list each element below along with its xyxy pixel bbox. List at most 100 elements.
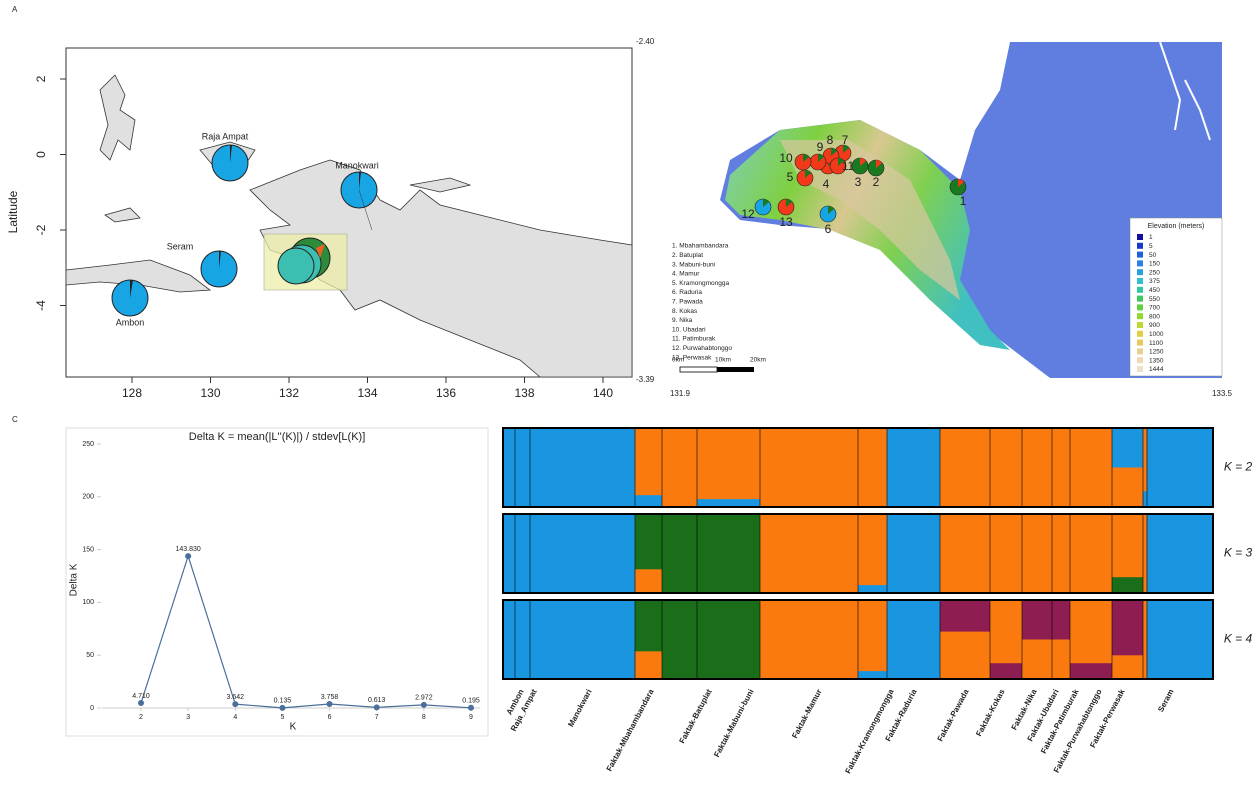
site-number: 6	[825, 222, 832, 236]
population-label: Faktak-Mabuni-buni	[712, 688, 755, 759]
structure-block	[1052, 639, 1070, 679]
site-list-item: 2. Batuplat	[672, 252, 703, 259]
structure-block	[887, 514, 940, 593]
legend-swatch	[1137, 260, 1143, 267]
pie-wedge	[838, 158, 844, 166]
point	[420, 701, 427, 708]
structure-block	[1143, 600, 1147, 679]
structure-block	[503, 600, 515, 679]
value-label: 3.758	[321, 694, 339, 701]
k-label: K = 4	[1224, 632, 1253, 646]
pie-wedge	[860, 158, 866, 166]
structure-frame	[502, 427, 1214, 508]
x-tick-label: 3	[186, 714, 190, 721]
x-tick-label: 9	[469, 714, 473, 721]
y-axis-label: Delta K	[69, 563, 80, 596]
structure-block	[1147, 600, 1213, 679]
legend-swatch	[1137, 339, 1143, 346]
structure-block	[990, 663, 1022, 679]
structure-block	[1070, 663, 1112, 679]
line	[140, 554, 472, 709]
x-tick-label: 2	[139, 714, 143, 721]
value-label: 0.195	[462, 698, 480, 705]
legend-label: 5	[1149, 243, 1153, 250]
site-list-item: 12. Purwahabtonggo	[672, 345, 732, 352]
structure-block	[697, 499, 760, 507]
corner-label: 133.5	[1212, 389, 1233, 398]
legend-label: 1000	[1149, 331, 1164, 338]
legend-label: 375	[1149, 278, 1160, 285]
value-label: 3.642	[227, 694, 245, 701]
structure-block	[1112, 655, 1143, 679]
y-tick-label: 100	[82, 599, 94, 606]
x-tick-label: 132	[279, 386, 299, 400]
site-list-item: 7. Pawada	[672, 299, 703, 306]
y-tick-label: 2	[34, 75, 48, 82]
legend-swatch	[1137, 286, 1143, 293]
population-label: Faktak-Kokas	[974, 687, 1007, 738]
site-number: 2	[873, 175, 880, 189]
site-list-item: 11. Patimburak	[672, 336, 716, 343]
site-number: 3	[855, 175, 862, 189]
structure-block	[503, 428, 515, 507]
legend-label: 1350	[1149, 357, 1164, 364]
structure-block	[635, 651, 662, 679]
structure-block	[760, 514, 858, 593]
legend-swatch	[1137, 348, 1143, 355]
legend-swatch	[1137, 269, 1143, 276]
structure-block	[940, 514, 990, 593]
value-label: 4.710	[132, 693, 150, 700]
x-tick-label: 138	[514, 386, 534, 400]
chart-title: Delta K = mean(|L''(K)|) / stdev[L(K)]	[189, 431, 366, 443]
site-number: 13	[779, 215, 793, 229]
structure-frame	[502, 513, 1214, 594]
population-label: Faktak-Mamur	[790, 688, 823, 740]
population-label: Faktak-Batuplat	[678, 687, 714, 745]
site-number: 4	[823, 177, 830, 191]
population-label: Seram	[1156, 688, 1175, 714]
pie-wedge	[786, 199, 792, 207]
k-label: K = 3	[1224, 546, 1253, 560]
site-list-item: 5. Kramongmongga	[672, 280, 729, 287]
map-a: Raja Ampat Manokwari Seram Ambon Latitud…	[6, 47, 633, 378]
x-tick-label: 130	[200, 386, 220, 400]
x-tick-label: 140	[593, 386, 613, 400]
site-list-item: 10. Ubadari	[672, 326, 706, 333]
site-list-item: 3. Mabuni-buni	[672, 261, 715, 268]
structure-block	[1112, 467, 1143, 507]
structure-block	[940, 631, 990, 679]
structure-block	[515, 514, 530, 593]
structure-block	[858, 428, 887, 507]
value-label: 0.613	[368, 697, 386, 704]
panel-label: A	[12, 5, 18, 14]
legend-label: 150	[1149, 261, 1160, 268]
point	[232, 701, 239, 708]
structure-block	[530, 600, 635, 679]
structure-block	[760, 428, 858, 507]
legend-swatch	[1137, 278, 1143, 284]
structure-block	[697, 514, 760, 593]
legend-label: 1	[1149, 234, 1153, 241]
site-number: 12	[741, 207, 755, 221]
structure-block	[1070, 514, 1112, 593]
y-tick-label: 250	[82, 441, 94, 448]
structure-block	[662, 600, 697, 679]
structure-block	[1070, 428, 1112, 507]
structure-block	[503, 514, 515, 593]
site-number: 10	[779, 151, 793, 165]
corner-label: 131.9	[670, 389, 691, 398]
legend-swatch	[1137, 366, 1143, 372]
structure-block	[635, 495, 662, 507]
legend-swatch	[1137, 330, 1143, 337]
legend-swatch	[1137, 242, 1143, 249]
value-label: 2.972	[415, 695, 433, 702]
legend-label: 1250	[1149, 349, 1164, 356]
legend-label: 550	[1149, 296, 1160, 303]
x-tick-label: 5	[280, 714, 284, 721]
corner-label: -2.40	[636, 37, 655, 46]
site-number: 7	[842, 133, 849, 147]
structure-block	[697, 600, 760, 679]
structure-block	[1022, 514, 1052, 593]
legend-label: 50	[1149, 252, 1157, 259]
point	[326, 701, 333, 708]
